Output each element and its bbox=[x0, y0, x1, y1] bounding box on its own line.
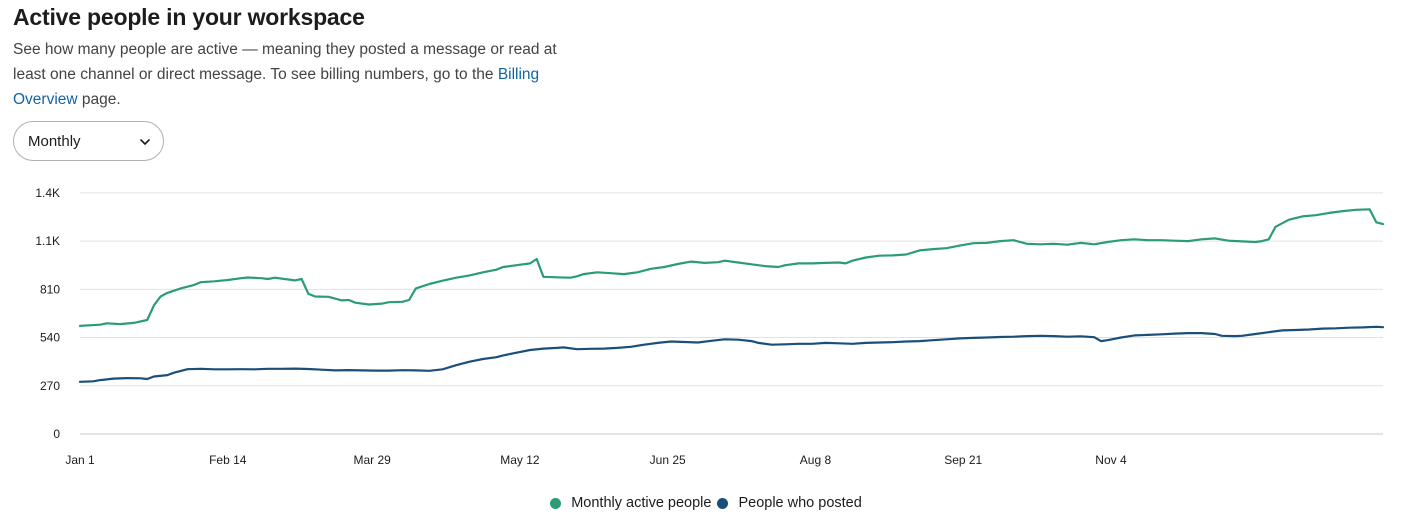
series-line-1 bbox=[78, 325, 1385, 383]
y-tick-label: 0 bbox=[53, 427, 60, 441]
period-select[interactable]: Monthly bbox=[13, 121, 164, 161]
legend-dot bbox=[717, 497, 729, 509]
legend-item-people-posted[interactable]: People who posted bbox=[717, 495, 862, 511]
y-tick-label: 270 bbox=[40, 379, 60, 393]
legend-label: People who posted bbox=[738, 495, 862, 511]
billing-overview-link[interactable]: Billing Overview bbox=[13, 66, 540, 108]
x-tick-label: Aug 8 bbox=[800, 453, 832, 467]
x-tick-label: Jan 1 bbox=[65, 453, 95, 467]
header: Active people in your workspace See how … bbox=[13, 2, 613, 112]
x-tick-label: Nov 4 bbox=[1095, 453, 1127, 467]
legend-label: Monthly active people bbox=[571, 495, 712, 511]
y-tick-label: 1.4K bbox=[35, 186, 60, 200]
description: See how many people are active — meaning… bbox=[13, 37, 583, 112]
description-suffix: page. bbox=[77, 91, 121, 108]
series-line-0 bbox=[78, 208, 1385, 327]
page-title: Active people in your workspace bbox=[13, 4, 365, 30]
x-tick-label: Mar 29 bbox=[353, 453, 391, 467]
description-text: See how many people are active — meaning… bbox=[13, 41, 557, 83]
y-tick-label: 810 bbox=[40, 282, 60, 296]
y-tick-label: 1.1K bbox=[35, 234, 60, 248]
legend-dot bbox=[550, 497, 562, 509]
active-people-chart: 0 270 540 810 1.1K 1.4K Jan 1 Feb 14 Mar 29 May 1… bbox=[35, 186, 1385, 467]
chevron-down-icon bbox=[139, 135, 151, 147]
y-tick-label: 540 bbox=[40, 331, 60, 345]
chart-legend: Monthly active people People who posted bbox=[0, 495, 1412, 511]
x-tick-label: May 12 bbox=[500, 453, 540, 467]
x-tick-label: Feb 14 bbox=[209, 453, 247, 467]
legend-item-monthly-active[interactable]: Monthly active people bbox=[550, 495, 711, 511]
period-select-value: Monthly bbox=[28, 132, 81, 150]
x-tick-label: Sep 21 bbox=[944, 453, 982, 467]
x-tick-label: Jun 25 bbox=[650, 453, 686, 467]
